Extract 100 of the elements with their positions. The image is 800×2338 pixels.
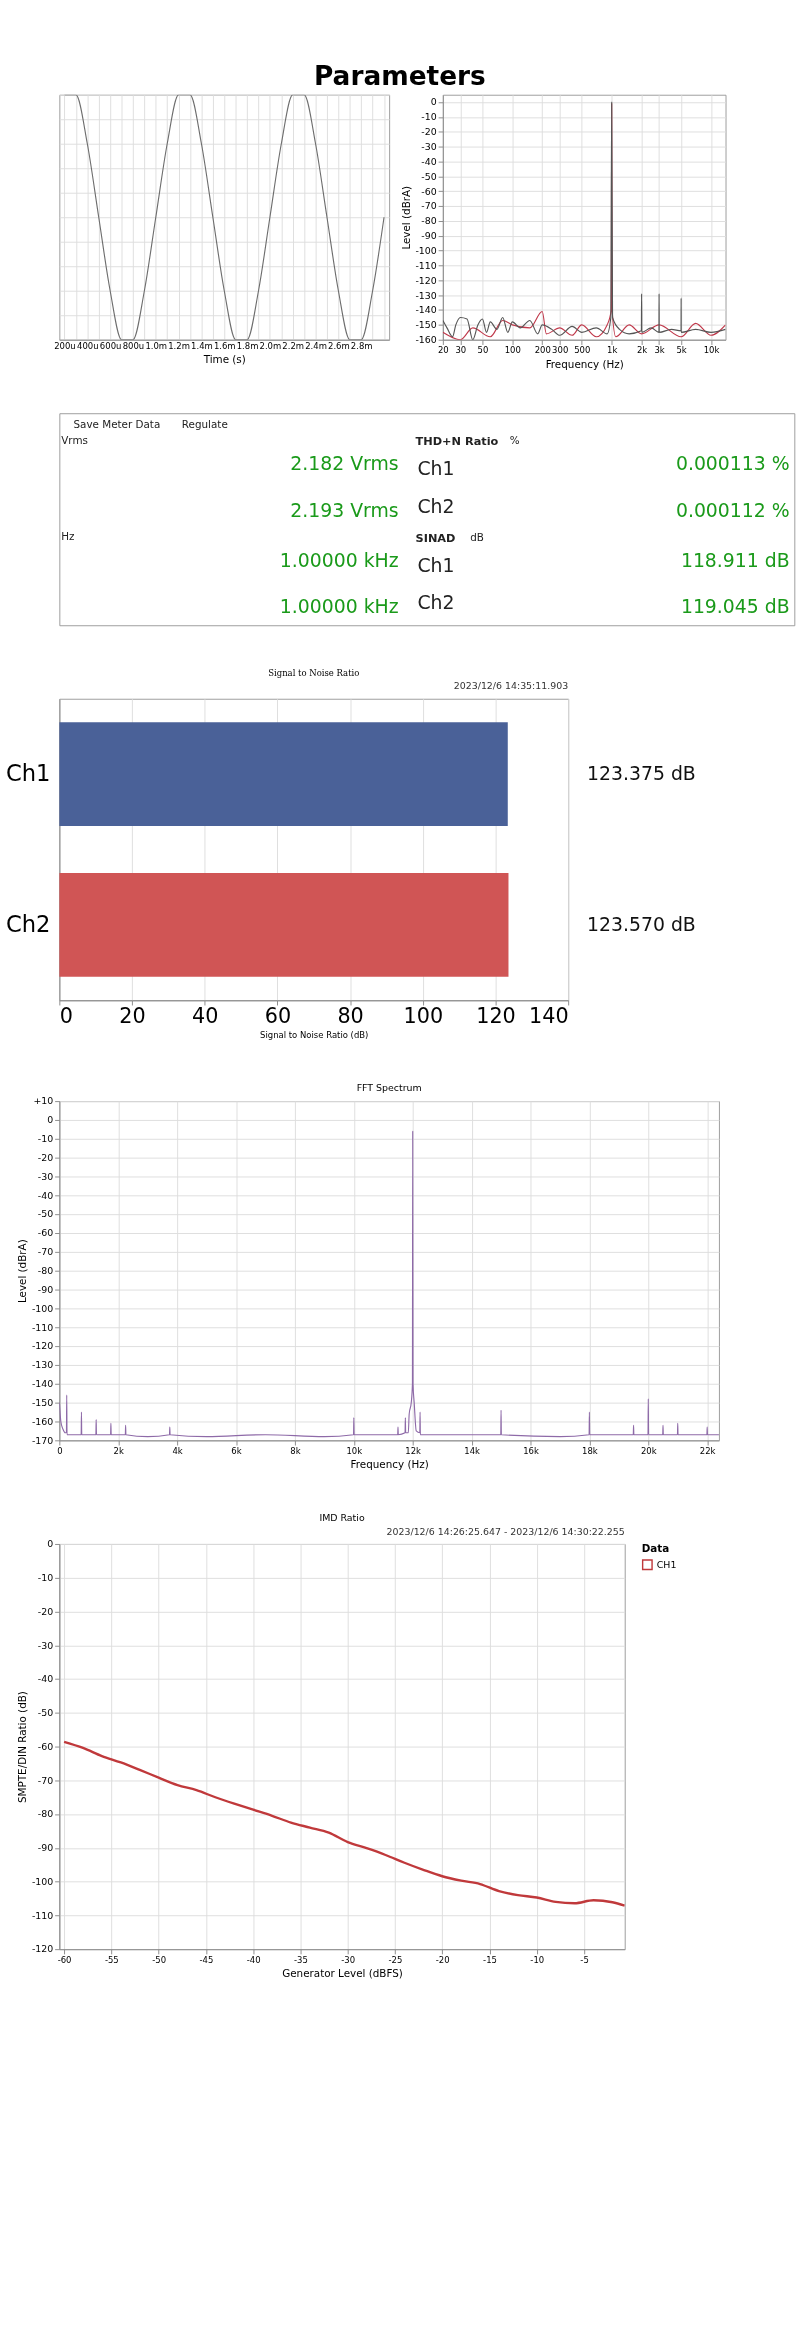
text: THD+N Ratio	[415, 435, 499, 449]
x-tick-label: 30	[455, 345, 467, 356]
x-tick-label: 300	[552, 345, 569, 356]
y-tick-label: -90	[37, 1842, 54, 1854]
text: 0.000112 %	[675, 499, 790, 521]
y-tick-label: -10	[37, 1572, 54, 1584]
text: 0.000113 %	[675, 452, 790, 474]
y-axis-title: Level (dBrA)	[399, 185, 412, 250]
y-tick-label: -80	[37, 1808, 54, 1820]
x-tick-label: 1.6m	[213, 340, 236, 351]
x-tick-label: -10	[530, 1954, 545, 1965]
x-tick-label: 40	[192, 1004, 219, 1029]
y-tick-label: -100	[31, 1302, 54, 1314]
x-tick-label: 4k	[172, 1446, 183, 1457]
x-tick-label: 1.0m	[145, 340, 168, 351]
x-tick-label: -60	[57, 1954, 72, 1965]
text: %	[509, 434, 520, 447]
text: Save Meter Data	[73, 418, 161, 431]
y-tick-label: -140	[31, 1378, 54, 1390]
x-axis-title: Generator Level (dBFS)	[282, 1966, 403, 1979]
y-tick-label: -30	[421, 141, 437, 153]
y-tick-label: -80	[37, 1265, 54, 1277]
y-tick-label: -90	[421, 230, 437, 242]
text: 1.00000 kHz	[279, 549, 399, 571]
x-tick-label: 80	[337, 1004, 364, 1029]
x-tick-label: 18k	[582, 1446, 598, 1457]
y-tick-label: -30	[37, 1170, 54, 1182]
x-axis-title: Time (s)	[202, 352, 246, 365]
x-axis-title: Frequency (Hz)	[545, 357, 624, 370]
data-label: 123.570 dB	[587, 913, 696, 935]
y-tick-label: -10	[421, 111, 437, 123]
legend-label: CH1	[656, 1558, 677, 1570]
y-tick-label: -130	[31, 1359, 54, 1371]
x-tick-label: 10k	[703, 345, 720, 356]
y-tick-label: -140	[415, 304, 437, 316]
y-tick-label: 0	[47, 1114, 54, 1126]
text: 1.00000 kHz	[279, 596, 399, 618]
x-tick-label: 2.8m	[350, 340, 373, 351]
x-axis-title: Signal to Noise Ratio (dB)	[260, 1029, 369, 1040]
x-tick-label: 100	[403, 1004, 444, 1029]
x-tick-label: 400u	[77, 340, 99, 351]
x-tick-label: 100	[504, 345, 521, 356]
y-tick-label: -20	[37, 1605, 54, 1617]
text: 2.193 Vrms	[290, 499, 399, 521]
x-tick-label: 5k	[676, 345, 687, 356]
x-tick-label: 200u	[54, 340, 76, 351]
text: SINAD	[415, 532, 456, 546]
y-tick-label: -70	[421, 200, 437, 212]
y-tick-label: -20	[37, 1151, 54, 1163]
x-tick-label: 6k	[231, 1446, 242, 1457]
text: Regulate	[181, 418, 228, 431]
y-tick-label: -40	[421, 155, 437, 167]
x-tick-label: 1.4m	[191, 340, 213, 351]
x-tick-label: -5	[580, 1954, 589, 1965]
y-tick-label: -100	[415, 244, 437, 256]
y-tick-label: -170	[31, 1434, 54, 1446]
text: dB	[470, 531, 484, 544]
y-tick-label: -130	[415, 289, 437, 301]
y-tick-label: Ch1	[5, 759, 51, 786]
text: 2023/12/6 14:35:11.903	[453, 680, 569, 692]
y-tick-label: 0	[430, 96, 437, 108]
x-tick-label: 500	[574, 345, 591, 356]
y-tick-label: -60	[37, 1227, 54, 1239]
y-tick-label: -160	[31, 1415, 54, 1427]
y-tick-label: -110	[31, 1321, 54, 1333]
x-tick-label: 10k	[346, 1446, 363, 1457]
y-axis-title: SMPTE/DIN Ratio (dB)	[16, 1691, 29, 1803]
chart-title: Signal to Noise Ratio	[268, 668, 360, 679]
y-tick-label: -120	[31, 1340, 54, 1352]
x-tick-label: 20	[119, 1004, 146, 1029]
y-tick-label: -40	[37, 1673, 54, 1685]
text: 2.182 Vrms	[290, 452, 399, 474]
x-tick-label: -45	[199, 1954, 214, 1965]
x-tick-label: -50	[152, 1954, 167, 1965]
x-tick-label: 2.2m	[282, 340, 305, 351]
x-tick-label: 2.6m	[327, 340, 350, 351]
y-tick-label: +10	[33, 1095, 54, 1107]
y-tick-label: -50	[421, 170, 437, 182]
x-tick-label: 3k	[654, 345, 665, 356]
y-tick-label: -150	[31, 1396, 54, 1408]
legend-title: Data	[641, 1542, 670, 1555]
line-series	[62, 1740, 625, 1907]
y-tick-label: -80	[421, 215, 437, 227]
data-label: 123.375 dB	[587, 762, 696, 784]
x-tick-label: 1k	[607, 345, 618, 356]
y-tick-label: -70	[37, 1774, 54, 1786]
x-tick-label: -25	[388, 1954, 403, 1965]
x-tick-label: 2k	[113, 1446, 124, 1457]
x-tick-label: 800u	[122, 340, 145, 351]
x-tick-label: 1.2m	[168, 340, 190, 351]
text: Hz	[61, 530, 75, 543]
y-tick-label: -110	[31, 1909, 54, 1921]
x-tick-label: 20	[437, 345, 449, 356]
x-tick-label: -15	[483, 1954, 497, 1965]
chart-title: Parameters	[313, 60, 486, 91]
y-tick-label: -100	[31, 1875, 54, 1887]
y-tick-label: -50	[37, 1707, 54, 1719]
x-tick-label: 8k	[290, 1446, 301, 1457]
y-tick-label: -30	[37, 1639, 54, 1651]
y-axis-title: Level (dBrA)	[16, 1239, 29, 1304]
